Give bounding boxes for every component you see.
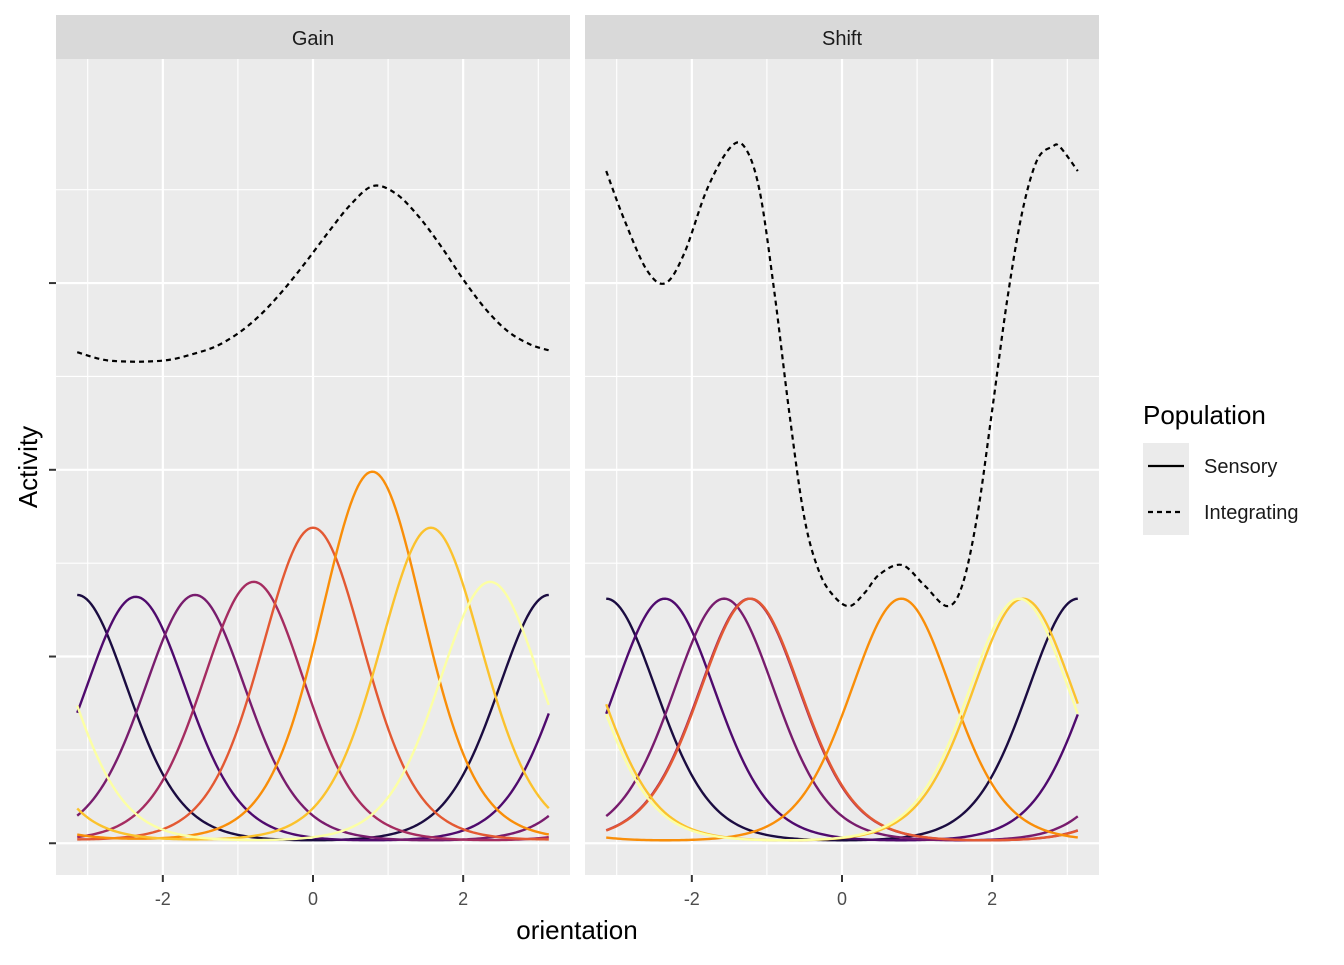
sensory-curve [77,526,549,841]
sensory-curve [606,597,1078,842]
legend: Population Sensory Integrating [1143,400,1299,535]
panel-shift: Shift [585,15,1099,875]
sensory-curve [605,597,1079,842]
sensory-curve [605,597,1079,842]
strip-background-shift [585,15,1099,59]
sensory-curve [76,526,550,841]
legend-title: Population [1143,400,1266,430]
grid-shift [585,59,1099,875]
x-tick-label: 2 [458,889,468,909]
sensory-curve [606,597,1078,842]
legend-label-sensory: Sensory [1204,456,1277,478]
strip-label-shift: Shift [822,28,862,50]
x-axis: -2 0 2 -2 0 2 [155,875,997,909]
y-axis [49,282,56,845]
integrating-curve-shift [605,141,1079,608]
strip-label-gain: Gain [292,28,334,50]
x-tick-label: 2 [987,889,997,909]
x-tick-label: 0 [308,889,318,909]
x-tick-label: 0 [837,889,847,909]
x-tick-label: -2 [684,889,700,909]
strip-background-gain [56,15,570,59]
sensory-curve [77,580,549,842]
y-axis-title: Activity [13,426,43,508]
sensory-curve [77,593,549,842]
x-tick-label: -2 [155,889,171,909]
legend-label-integrating: Integrating [1204,502,1299,524]
integrating-curve-gain [76,184,550,363]
sensory-curves-gain [76,470,550,842]
sensory-curve [76,580,550,842]
panel-gain: Gain [56,15,570,875]
sensory-curves-shift [605,597,1079,842]
x-axis-title: orientation [516,915,637,945]
